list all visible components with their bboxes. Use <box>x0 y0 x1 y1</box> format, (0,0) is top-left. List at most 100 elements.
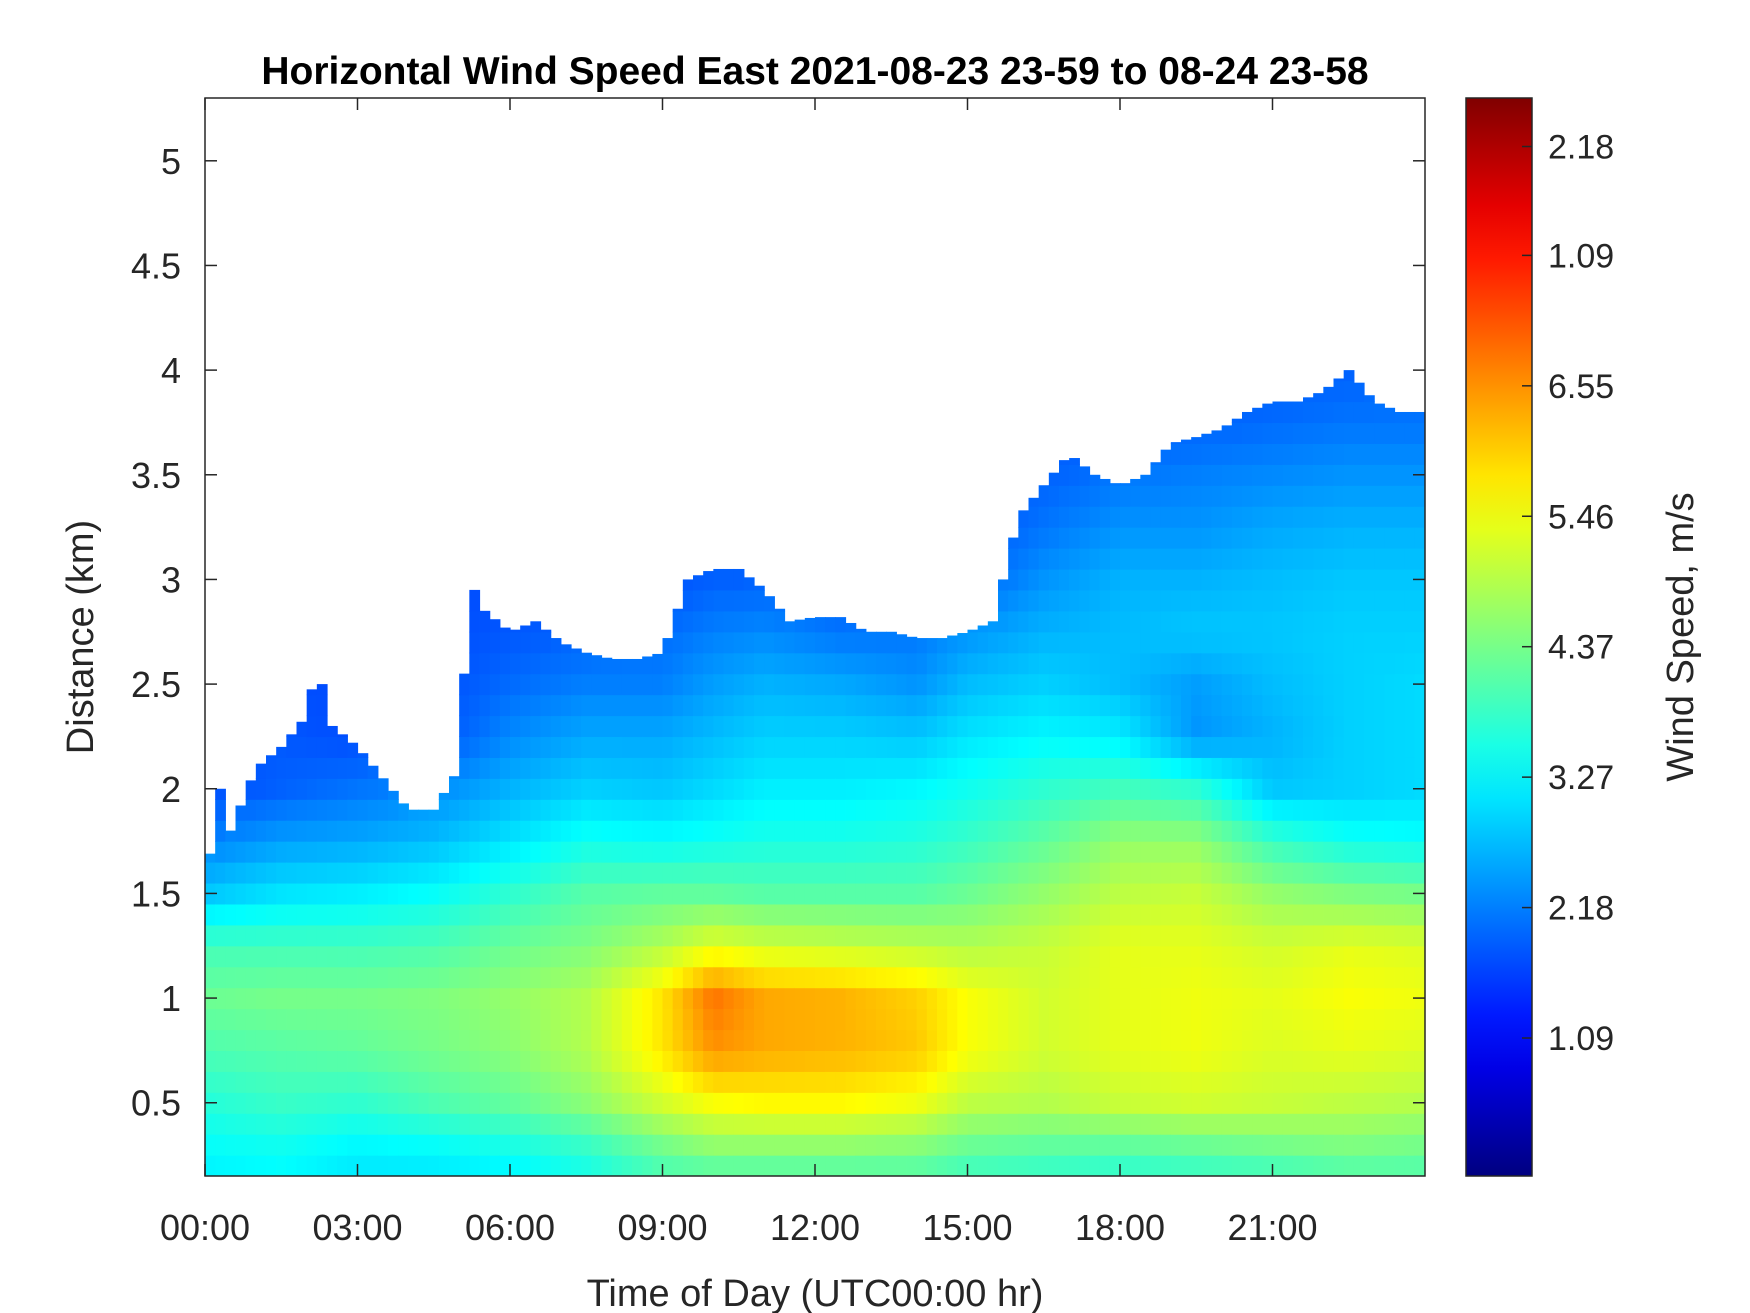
heatmap-cell <box>286 734 298 738</box>
heatmap-cell <box>1059 966 1070 989</box>
heatmap-cell <box>530 924 542 947</box>
heatmap-cell <box>1150 464 1162 486</box>
heatmap-cell <box>388 945 399 968</box>
heatmap-cell <box>1170 527 1182 549</box>
heatmap-cell <box>1048 945 1060 968</box>
heatmap-cell <box>1211 694 1223 717</box>
heatmap-cell <box>1059 945 1070 968</box>
heatmap-cell <box>1181 757 1192 779</box>
heatmap-cell <box>1170 443 1182 465</box>
heatmap-cell <box>774 1155 786 1176</box>
heatmap-cell <box>581 652 592 675</box>
heatmap-cell <box>255 924 267 947</box>
heatmap-cell <box>1343 527 1355 549</box>
heatmap-cell <box>693 820 704 842</box>
heatmap-cell <box>1069 820 1080 842</box>
heatmap-cell <box>1414 1113 1425 1135</box>
heatmap-cell <box>743 1029 755 1052</box>
heatmap-cell <box>1303 1155 1314 1176</box>
heatmap-cell <box>306 736 318 758</box>
heatmap-cell <box>235 945 247 968</box>
heatmap-cell <box>1079 757 1091 779</box>
heatmap-cell <box>743 694 755 717</box>
heatmap-cell <box>357 820 369 842</box>
heatmap-cell <box>347 924 359 947</box>
heatmap-cell <box>1018 987 1030 1010</box>
heatmap-cell <box>408 882 420 905</box>
heatmap-cell <box>1404 548 1416 570</box>
heatmap-cell <box>316 1092 328 1114</box>
heatmap-cell <box>1201 1092 1213 1114</box>
heatmap-cell <box>764 820 775 842</box>
heatmap-cell <box>1374 1092 1385 1114</box>
heatmap-cell <box>591 903 603 926</box>
heatmap-cell <box>1364 673 1375 696</box>
heatmap-cell <box>1059 987 1070 1010</box>
heatmap-cell <box>591 1029 603 1052</box>
heatmap-cell <box>357 862 369 884</box>
heatmap-cell <box>327 1134 338 1156</box>
heatmap-cell <box>1394 422 1406 444</box>
heatmap-cell <box>1191 882 1202 905</box>
heatmap-cell <box>774 924 786 947</box>
heatmap-cell <box>662 1008 674 1031</box>
heatmap-cell <box>581 903 592 926</box>
heatmap-cell <box>652 1050 664 1072</box>
heatmap-cell <box>357 987 369 1010</box>
heatmap-cell <box>1313 1008 1324 1031</box>
heatmap-cell <box>1211 757 1223 779</box>
heatmap-cell <box>1252 1155 1263 1176</box>
heatmap-cell <box>286 1113 298 1135</box>
heatmap-cell <box>438 1008 450 1031</box>
heatmap-cell <box>1181 945 1192 968</box>
heatmap-cell <box>1160 548 1172 570</box>
heatmap-cell <box>1120 924 1131 947</box>
heatmap-cell <box>1089 1008 1101 1031</box>
heatmap-cell <box>1130 841 1141 863</box>
heatmap-cell <box>1292 1050 1304 1072</box>
heatmap-cell <box>1353 841 1365 863</box>
heatmap-cell <box>388 862 399 884</box>
heatmap-cell <box>1221 589 1233 612</box>
heatmap-cell <box>540 1029 552 1052</box>
heatmap-cell <box>560 1050 572 1072</box>
heatmap-cell <box>1181 527 1192 549</box>
heatmap-cell <box>581 862 592 884</box>
heatmap-cell <box>1231 945 1243 968</box>
heatmap-cell <box>967 799 979 821</box>
heatmap-cell <box>754 841 765 863</box>
heatmap-cell <box>794 966 806 989</box>
heatmap-cell <box>1059 820 1070 842</box>
heatmap-cell <box>1170 464 1182 486</box>
heatmap-cell <box>571 987 582 1010</box>
heatmap-cell <box>1099 1029 1111 1052</box>
heatmap-cell <box>1242 1113 1253 1135</box>
heatmap-cell <box>1404 820 1416 842</box>
heatmap-cell <box>459 694 470 717</box>
heatmap-cell <box>876 1155 887 1176</box>
heatmap-cell <box>611 882 623 905</box>
heatmap-cell <box>1028 841 1040 863</box>
heatmap-cell <box>1069 1134 1080 1156</box>
heatmap-cell <box>581 1071 592 1093</box>
heatmap-cell <box>1191 1134 1202 1156</box>
heatmap-cell <box>1292 464 1304 486</box>
heatmap-cell <box>449 924 460 947</box>
heatmap-cell <box>449 1008 460 1031</box>
heatmap-cell <box>1059 506 1070 528</box>
heatmap-cell <box>845 1092 857 1114</box>
heatmap-cell <box>1333 1008 1345 1031</box>
heatmap-cell <box>1404 862 1416 884</box>
heatmap-cell <box>1313 1113 1324 1135</box>
heatmap-cell <box>1160 945 1172 968</box>
heatmap-cell <box>1303 652 1314 675</box>
heatmap-cell <box>205 862 216 884</box>
heatmap-cell <box>1353 631 1365 654</box>
heatmap-cell <box>1333 485 1345 507</box>
heatmap-cell <box>550 966 562 989</box>
heatmap-cell <box>1353 757 1365 779</box>
heatmap-cell <box>1140 757 1152 779</box>
heatmap-cell <box>245 903 257 926</box>
heatmap-cell <box>601 1008 613 1031</box>
heatmap-cell <box>438 862 450 884</box>
